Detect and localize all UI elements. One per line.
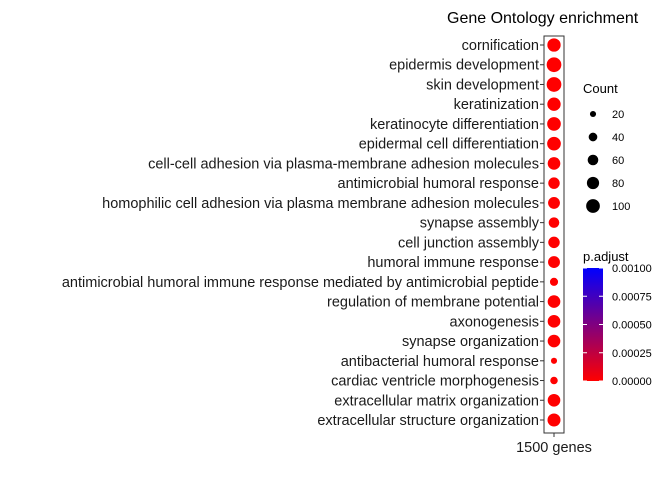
padjust-legend: p.adjust 0.000000.000250.000500.000750.0… <box>583 249 652 388</box>
y-axis-ticks <box>540 44 544 421</box>
padjust-legend-label: 0.00075 <box>612 291 652 303</box>
enrichment-dot <box>547 136 561 151</box>
term-label: keratinization <box>454 97 539 113</box>
padjust-legend-label: 0.00025 <box>612 348 652 360</box>
enrichment-dot <box>548 256 560 269</box>
term-label: cell junction assembly <box>398 235 540 251</box>
term-label: extracellular matrix organization <box>334 393 539 409</box>
count-legend-dot <box>588 132 598 142</box>
enrichment-dot <box>546 77 562 92</box>
count-legend-title: Count <box>583 81 618 96</box>
padjust-legend-items: 0.00000 0.00025 0.00050 0.00075 0.00100 <box>583 263 652 388</box>
padjust-colorbar <box>583 268 603 381</box>
term-label: cell-cell adhesion via plasma-membrane a… <box>148 156 539 172</box>
term-label: cardiac ventricle morphogenesis <box>331 374 539 390</box>
padjust-legend-label: 0.00050 <box>612 320 652 332</box>
term-label: epidermal cell differentiation <box>359 137 539 153</box>
term-label: epidermis development <box>389 58 539 74</box>
padjust-legend-label: 0.00000 <box>612 376 652 388</box>
enrichment-dot <box>547 295 561 308</box>
count-legend-label: 100 <box>612 201 630 213</box>
padjust-legend-title: p.adjust <box>583 249 629 264</box>
enrichment-dot <box>547 157 561 170</box>
term-label: homophilic cell adhesion via plasma memb… <box>102 196 539 212</box>
enrichment-dot <box>547 413 561 427</box>
term-label: keratinocyte differentiation <box>370 117 539 133</box>
enrichment-dot <box>546 57 562 73</box>
count-legend-label: 80 <box>612 178 624 190</box>
count-legend-dot <box>586 199 600 213</box>
x-axis-tick-label: 1500 genes <box>516 440 592 456</box>
enrichment-dot <box>547 97 561 111</box>
enrichment-dot <box>548 196 560 209</box>
dots-layer <box>546 38 562 427</box>
count-legend: Count 20 40 60 80 100 <box>583 81 630 213</box>
term-label: cornification <box>462 38 539 54</box>
term-label: humoral immune response <box>367 255 539 271</box>
count-legend-label: 40 <box>612 132 624 144</box>
term-label: antimicrobial humoral response <box>338 176 540 192</box>
term-label: synapse assembly <box>420 216 540 232</box>
enrichment-dot <box>550 357 558 364</box>
count-legend-label: 60 <box>612 155 624 167</box>
term-label: axonogenesis <box>450 314 540 330</box>
count-legend-dot <box>586 176 600 190</box>
enrichment-dot <box>547 334 561 348</box>
enrichment-dot <box>548 177 560 189</box>
count-legend-items: 20 40 60 80 100 <box>586 109 630 213</box>
term-label: extracellular structure organization <box>317 413 539 429</box>
term-label: antimicrobial humoral immune response me… <box>62 275 539 291</box>
enrichment-dot <box>547 38 561 52</box>
plot-panel <box>543 35 565 434</box>
y-axis-labels: cornification epidermis development skin d… <box>62 38 540 429</box>
count-legend-label: 20 <box>612 109 624 121</box>
term-label: regulation of membrane potential <box>327 295 539 311</box>
padjust-legend-label: 0.00100 <box>612 263 652 275</box>
term-label: skin development <box>426 77 539 93</box>
count-legend-dot <box>587 154 599 166</box>
enrichment-dot <box>547 117 561 131</box>
count-legend-dot <box>589 110 597 118</box>
enrichment-dot <box>550 376 558 385</box>
enrichment-dot <box>547 393 561 407</box>
enrichment-dot <box>549 277 559 286</box>
term-label: antibacterial humoral response <box>341 354 539 370</box>
chart-title: Gene Ontology enrichment <box>447 10 639 27</box>
enrichment-dot <box>548 217 560 228</box>
enrichment-dot <box>548 236 560 249</box>
term-label: synapse organization <box>402 334 539 350</box>
enrichment-dot <box>547 315 561 328</box>
